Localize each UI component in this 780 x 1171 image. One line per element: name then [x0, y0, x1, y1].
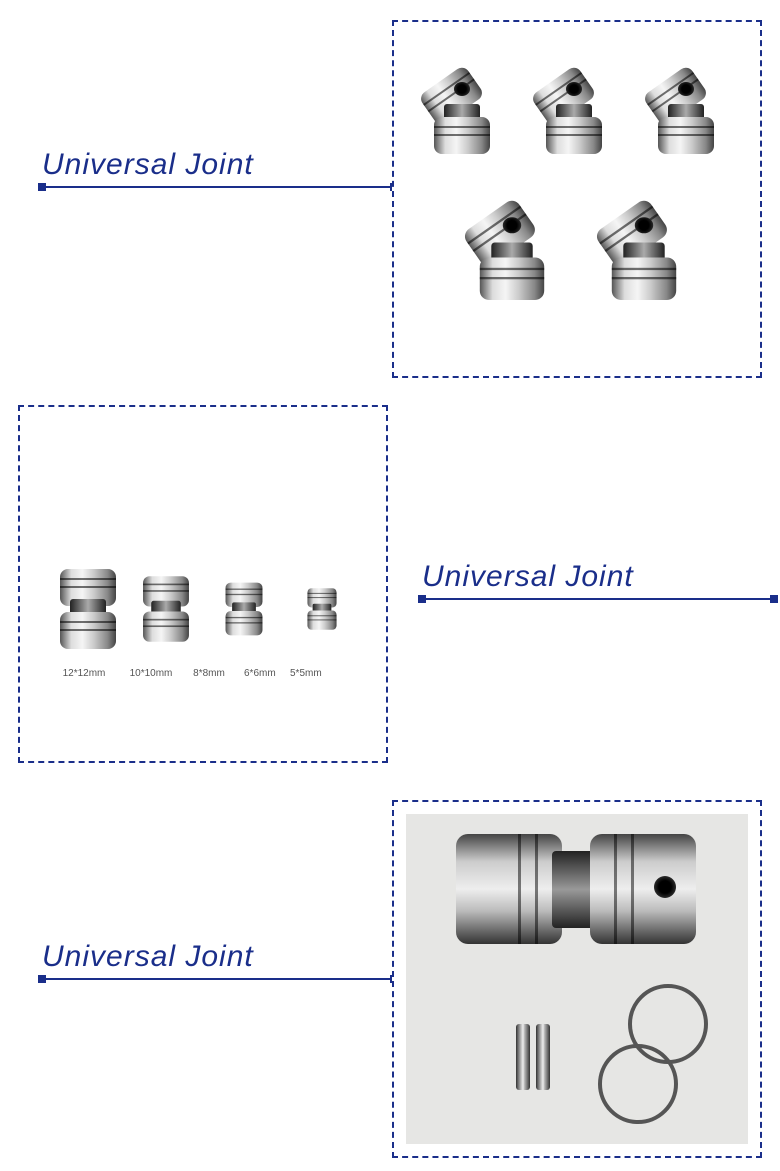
section-title: Universal Joint: [38, 940, 398, 978]
product-image-frame: 12*12mm 10*10mm 8*8mm 6*6mm 5*5mm: [18, 405, 388, 763]
universal-joint-icon: [658, 74, 714, 154]
pin-icon: [536, 1024, 550, 1090]
underline-endcap-icon: [770, 595, 778, 603]
retaining-ring-icon: [598, 1044, 678, 1124]
title-underline: [38, 186, 398, 196]
joint-size-lineup: [60, 569, 374, 649]
size-label: 8*8mm: [190, 668, 228, 679]
size-label: 5*5mm: [290, 668, 316, 679]
universal-joint-icon: [307, 588, 336, 630]
product-section-1: Universal Joint: [0, 20, 780, 380]
section-title: Universal Joint: [418, 560, 778, 598]
product-image-frame: [392, 20, 762, 378]
title-block: Universal Joint: [38, 940, 398, 988]
product-section-2: 12*12mm 10*10mm 8*8mm 6*6mm 5*5mm Univer…: [0, 405, 780, 775]
product-image: 12*12mm 10*10mm 8*8mm 6*6mm 5*5mm: [32, 419, 374, 749]
title-block: Universal Joint: [38, 148, 398, 196]
universal-joint-icon: [434, 74, 490, 154]
section-title: Universal Joint: [38, 148, 398, 186]
size-label: 12*12mm: [56, 668, 112, 679]
product-image-frame: [392, 800, 762, 1158]
product-section-3: Universal Joint: [0, 800, 780, 1160]
universal-joint-icon: [480, 208, 544, 300]
universal-joint-icon: [143, 576, 189, 642]
universal-joint-icon: [60, 569, 116, 649]
universal-joint-icon: [546, 74, 602, 154]
size-label: 10*10mm: [128, 668, 174, 679]
underline-endcap-icon: [418, 595, 426, 603]
underline-endcap-icon: [38, 975, 46, 983]
title-underline: [38, 978, 398, 988]
title-block: Universal Joint: [418, 560, 778, 608]
product-image: [406, 34, 748, 364]
pin-icon: [516, 1024, 530, 1090]
universal-joint-icon: [612, 208, 676, 300]
size-labels: 12*12mm 10*10mm 8*8mm 6*6mm 5*5mm: [56, 668, 316, 679]
title-underline: [418, 598, 778, 608]
universal-joint-icon: [456, 834, 696, 944]
size-label: 6*6mm: [244, 668, 274, 679]
universal-joint-icon: [226, 583, 263, 636]
underline-endcap-icon: [38, 183, 46, 191]
product-image: [406, 814, 748, 1144]
